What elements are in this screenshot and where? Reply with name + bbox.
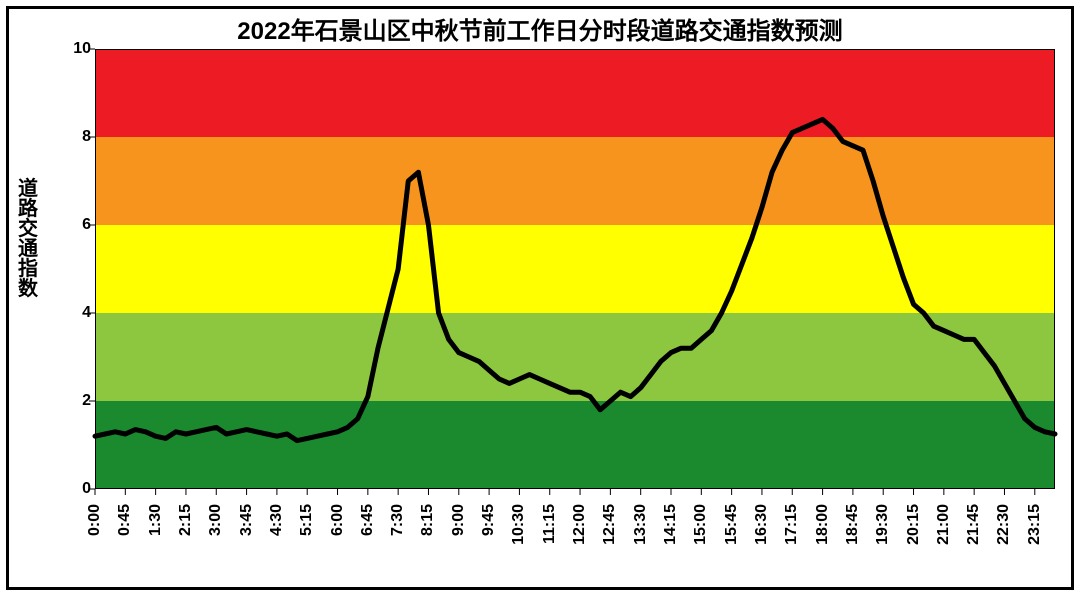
x-tick-label: 13:30 (632, 504, 650, 545)
x-tick-label: 1:30 (147, 504, 165, 536)
y-tick-label: 4 (57, 304, 91, 322)
x-tick-label: 7:30 (389, 504, 407, 536)
y-tick-label: 10 (57, 40, 91, 58)
x-tick-label: 9:00 (450, 504, 468, 536)
x-tick-label: 8:15 (419, 504, 437, 536)
x-tick-label: 0:00 (86, 504, 104, 536)
x-tick-label: 11:15 (541, 504, 559, 544)
plot-area (95, 49, 1055, 489)
x-tick-label: 4:30 (268, 504, 286, 536)
x-tick-label: 20:15 (905, 504, 923, 545)
x-tick-label: 14:15 (662, 504, 680, 545)
y-tick-label: 8 (57, 128, 91, 146)
x-tick-label: 3:45 (238, 504, 256, 536)
x-tick-label: 2:15 (177, 504, 195, 536)
x-tick-label: 16:30 (753, 504, 771, 545)
x-tick-label: 23:15 (1026, 504, 1044, 545)
x-tick-label: 15:00 (692, 504, 710, 545)
x-tick-label: 3:00 (207, 504, 225, 536)
line-chart-svg (95, 49, 1055, 489)
x-tick-label: 18:45 (844, 504, 862, 545)
x-tick-label: 22:30 (995, 504, 1013, 545)
y-tick-label: 0 (57, 480, 91, 498)
y-tick-label: 6 (57, 216, 91, 234)
x-tick-label: 19:30 (874, 504, 892, 545)
chart-frame: 2022年石景山区中秋节前工作日分时段道路交通指数预测 道路交通指数 0 2 4 6 8… (6, 6, 1074, 590)
y-axis-label: 道路交通指数 (15, 179, 41, 299)
x-tick-label: 9:45 (480, 504, 498, 536)
x-tick-label: 21:00 (935, 504, 953, 545)
x-tick-label: 6:00 (329, 504, 347, 536)
x-tick-label: 18:00 (814, 504, 832, 545)
x-tick-label: 5:15 (298, 504, 316, 536)
chart-title: 2022年石景山区中秋节前工作日分时段道路交通指数预测 (9, 11, 1071, 46)
y-ticks: 0246810 (57, 49, 91, 489)
x-ticks: 0:000:451:302:153:003:454:305:156:006:45… (95, 493, 1055, 587)
x-tick-label: 10:30 (510, 504, 528, 545)
x-tick-label: 17:15 (783, 504, 801, 545)
x-tick-label: 6:45 (359, 504, 377, 536)
x-tick-label: 12:00 (571, 504, 589, 545)
y-tick-label: 2 (57, 392, 91, 410)
x-tick-label: 21:45 (965, 504, 983, 545)
x-tick-label: 12:45 (601, 504, 619, 545)
x-tick-label: 0:45 (116, 504, 134, 536)
x-tick-label: 15:45 (723, 504, 741, 545)
